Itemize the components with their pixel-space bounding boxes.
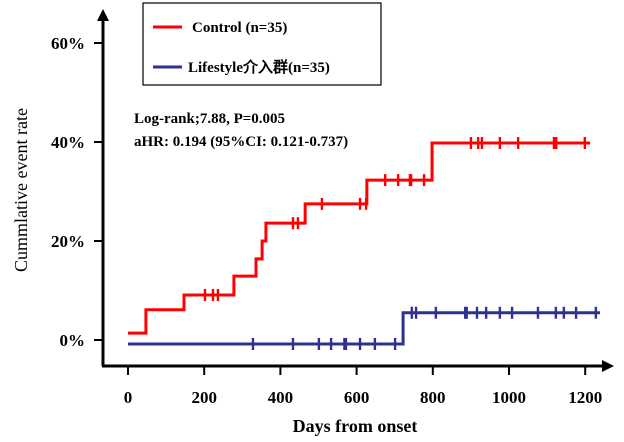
legend-label-lifestyle: Lifestyle介入群(n=35) [188,58,330,76]
x-tick-label: 800 [420,388,446,407]
logrank-annotation: Log-rank;7.88, P=0.005 [134,111,285,127]
legend: Control (n=35) Lifestyle介入群(n=35) [142,2,382,86]
axes [97,9,614,372]
x-tick-label: 600 [344,388,370,407]
ahr-annotation: aHR: 0.194 (95%CI: 0.121-0.737) [134,134,348,150]
x-tick-label: 200 [191,388,217,407]
x-axis-title: Days from onset [293,416,418,436]
series-layer [128,136,601,350]
y-tick-label: 40% [51,133,85,152]
legend-box [142,2,382,86]
legend-label-control: Control (n=35) [192,20,287,36]
x-tick-label: 0 [124,388,133,407]
x-tick-label: 1200 [568,388,602,407]
y-tick-label: 0% [60,331,86,350]
y-axis-arrow-icon [97,9,109,21]
series-line-control [128,141,591,335]
y-tick-label: 20% [51,232,85,251]
x-ticks: 0 200 400 600 800 1000 1200 [124,366,602,407]
y-axis-title: Cummlative event rate [11,108,31,272]
y-ticks: 0% 20% 40% 60% [51,34,103,350]
y-tick-label: 60% [51,34,85,53]
x-tick-label: 400 [268,388,294,407]
x-axis-arrow-icon [602,360,614,372]
x-tick-label: 1000 [492,388,526,407]
series-line-lifestyle [128,311,601,346]
